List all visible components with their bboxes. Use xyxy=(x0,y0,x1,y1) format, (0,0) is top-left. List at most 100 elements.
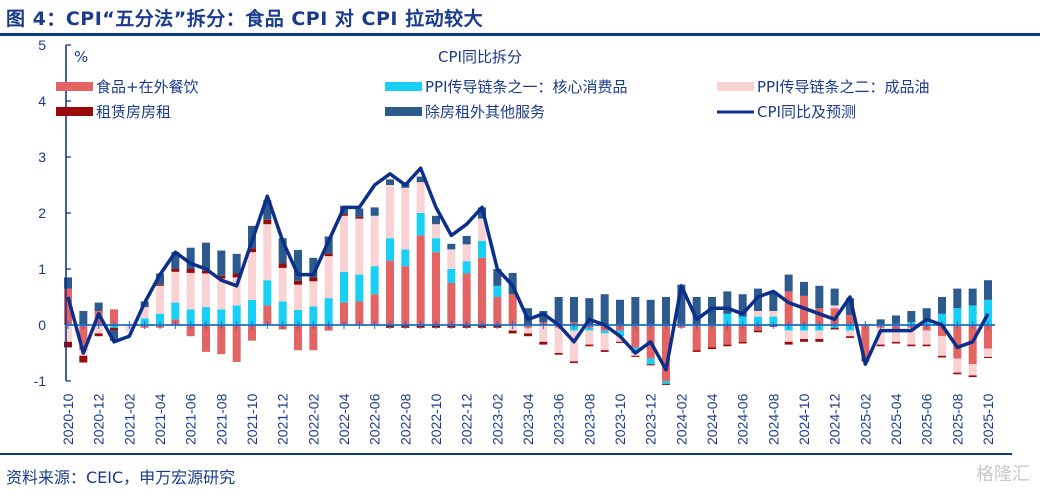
legend-label: PPI传导链条之一：核心消费品 xyxy=(425,78,628,96)
x-tick-label: 2024-12 xyxy=(827,393,843,445)
bar-oil xyxy=(570,330,578,362)
x-tick-label: 2024-04 xyxy=(704,393,720,445)
bar-food xyxy=(738,325,747,342)
bar-oil xyxy=(478,218,486,241)
bar-services xyxy=(692,297,701,325)
bar-oil xyxy=(585,330,594,345)
x-tick-label: 2024-10 xyxy=(796,393,812,445)
bar-services xyxy=(94,302,103,311)
x-tick-label: 2021-12 xyxy=(275,393,291,445)
y-tick-label: -1 xyxy=(34,373,47,389)
x-tick-label: 2022-02 xyxy=(305,393,321,445)
bar-services xyxy=(309,257,318,278)
bar-food xyxy=(861,325,870,359)
x-tick-label: 2021-04 xyxy=(152,393,168,445)
bar-services xyxy=(294,249,302,281)
bar-rent xyxy=(876,344,885,347)
x-tick-label: 2022-04 xyxy=(336,393,352,445)
bar-rent xyxy=(631,355,640,357)
bar-oil xyxy=(815,330,824,339)
bar-core_goods xyxy=(401,249,410,267)
bar-rent xyxy=(508,330,517,334)
x-tick-label: 2022-06 xyxy=(367,393,383,445)
bar-rent xyxy=(539,341,548,345)
bar-food xyxy=(953,325,962,359)
bar-oil xyxy=(401,187,410,250)
legend-item-services: 除房租外其他服务 xyxy=(385,103,545,121)
bar-rent xyxy=(355,216,364,219)
x-tick-label: 2025-06 xyxy=(919,393,935,445)
x-tick-label: 2025-02 xyxy=(857,393,873,445)
bar-rent xyxy=(294,280,302,285)
bar-services xyxy=(355,208,364,217)
x-tick-label: 2021-02 xyxy=(121,393,137,445)
bar-rent xyxy=(324,253,333,257)
legend-item-cpi: CPI同比及预测 xyxy=(717,103,856,121)
bar-oil xyxy=(432,224,440,239)
bar-rent xyxy=(784,341,793,345)
legend-swatch xyxy=(385,107,422,116)
bar-services xyxy=(570,297,578,323)
bar-core_goods xyxy=(585,327,594,331)
legend: 食品+在外餐饮 PPI传导链条之一：核心消费品 PPI传导链条之二：成品油租赁房房租… xyxy=(56,78,930,121)
bar-food xyxy=(202,325,210,352)
bar-rent xyxy=(278,263,287,268)
bar-core_goods xyxy=(324,298,333,325)
bar-core_goods xyxy=(478,241,486,258)
bar-food xyxy=(386,260,394,325)
legend-label: 租赁房房租 xyxy=(96,103,171,121)
bar-services xyxy=(64,277,72,289)
bar-oil xyxy=(355,218,364,275)
bar-services xyxy=(432,215,440,225)
x-tick-label: 2025-04 xyxy=(888,393,904,445)
bar-core_goods xyxy=(984,299,992,325)
bar-oil xyxy=(830,305,839,309)
title-divider xyxy=(0,33,1040,36)
bar-rent xyxy=(156,284,164,286)
bar-core_goods xyxy=(447,269,456,283)
bar-food xyxy=(784,291,793,325)
bar-services xyxy=(585,298,594,325)
bar-food xyxy=(815,308,824,325)
y-tick-label: 0 xyxy=(38,317,46,333)
bar-services xyxy=(662,297,670,325)
bar-rent xyxy=(585,344,594,347)
bar-services xyxy=(447,243,456,250)
bar-oil xyxy=(156,285,164,314)
bar-rent xyxy=(800,339,808,342)
bar-rent xyxy=(738,341,747,344)
x-tick-label: 2025-08 xyxy=(949,393,965,445)
bar-services xyxy=(493,269,502,286)
x-tick-label: 2024-02 xyxy=(673,393,689,445)
x-tick-label: 2021-08 xyxy=(213,393,229,445)
bar-services xyxy=(171,252,180,269)
bar-services xyxy=(723,291,732,314)
bar-rent xyxy=(570,361,578,364)
x-tick-label: 2023-04 xyxy=(520,393,536,445)
legend-item-food: 食品+在外餐饮 xyxy=(56,78,199,96)
bar-oil xyxy=(202,273,210,308)
bar-food xyxy=(370,294,379,325)
bar-oil xyxy=(278,267,287,302)
bar-oil xyxy=(616,336,624,342)
bar-core_goods xyxy=(646,358,655,365)
bar-oil xyxy=(462,244,471,262)
bar-services xyxy=(708,297,716,325)
bar-services xyxy=(922,308,931,320)
bar-oil xyxy=(892,330,900,342)
bar-food xyxy=(309,325,318,351)
bar-oil xyxy=(524,327,532,334)
bar-oil xyxy=(907,327,916,345)
bar-services xyxy=(217,250,226,276)
bar-core_goods xyxy=(723,313,732,325)
bar-oil xyxy=(922,330,931,345)
bar-services xyxy=(539,311,548,323)
bar-oil xyxy=(263,224,272,281)
bar-services xyxy=(938,297,946,314)
legend-swatch xyxy=(385,82,422,91)
bar-services xyxy=(462,235,471,245)
bar-services xyxy=(800,281,808,296)
bar-food xyxy=(723,325,732,345)
bar-oil xyxy=(539,325,548,342)
bar-oil xyxy=(64,325,72,342)
